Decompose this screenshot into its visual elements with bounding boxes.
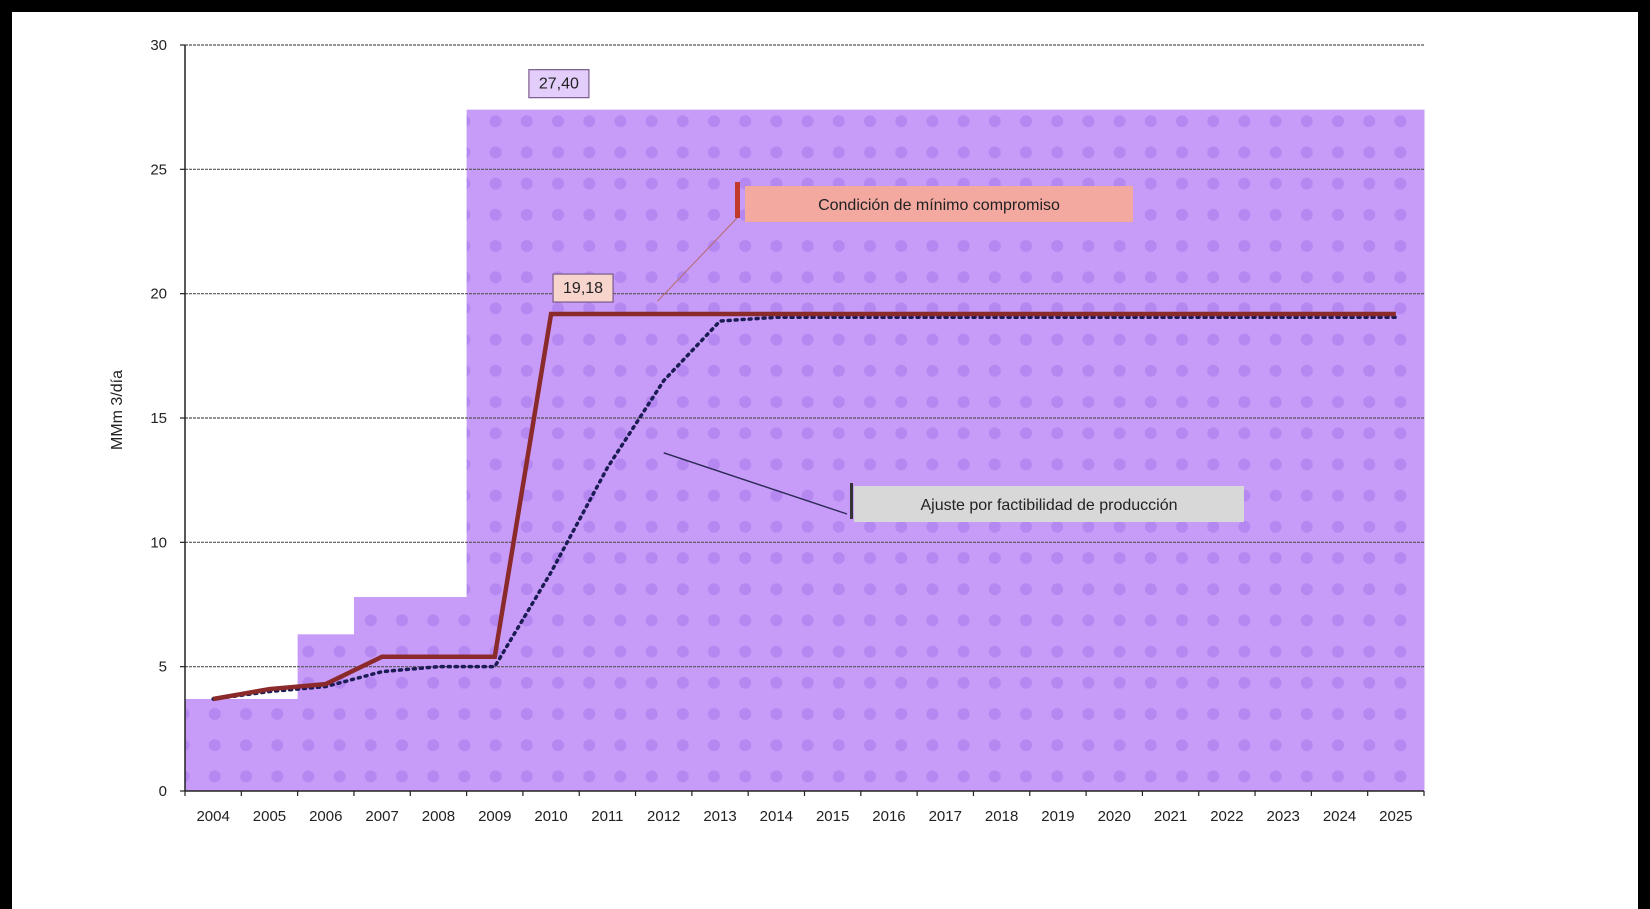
x-tick-label: 2024 [1323, 808, 1356, 825]
band-step [579, 109, 637, 792]
band-step [691, 109, 749, 792]
value-label-band-max: 27,40 [528, 69, 590, 99]
grid-lines [185, 44, 1424, 668]
x-tick-label: 2007 [365, 808, 398, 825]
band-step [410, 597, 468, 791]
band-step [297, 634, 355, 791]
callout-adjustment-box [854, 486, 1244, 522]
x-tick-label: 2014 [760, 808, 793, 825]
x-tick-label: 2023 [1267, 808, 1300, 825]
callout-commitment-box [745, 186, 1133, 222]
callout-adjustment-text: Ajuste por factibilidad de producción [920, 497, 1177, 514]
band-step [241, 698, 299, 791]
band-step [185, 698, 242, 791]
series-line-adjustment [211, 315, 1398, 701]
x-tick-label: 2012 [647, 808, 680, 825]
value-label-commitment-box [552, 273, 614, 303]
x-tick-label: 2013 [703, 808, 736, 825]
x-tick-label: 2006 [309, 808, 342, 825]
band-step [1029, 109, 1087, 792]
x-tick-label: 2009 [478, 808, 511, 825]
callout-adjustment-marker [850, 483, 853, 519]
callout-commitment: Condición de mínimo compromiso [657, 182, 1133, 302]
band-step [860, 109, 918, 792]
x-tick-label: 2011 [591, 808, 623, 825]
x-tick-label: 2018 [985, 808, 1018, 825]
y-axis-title: MMm 3/día [109, 370, 126, 450]
x-tick-label: 2022 [1210, 808, 1243, 825]
band-step [522, 109, 580, 792]
band-step [804, 109, 862, 792]
band-step [1198, 109, 1256, 792]
band-step [353, 597, 411, 791]
band-step [748, 109, 805, 792]
y-tick-label: 15 [150, 410, 167, 427]
band-step [466, 109, 524, 792]
callout-adjustment-leader [663, 452, 848, 515]
callout-commitment-leader [657, 216, 739, 302]
y-tick-label: 30 [150, 37, 167, 54]
x-tick-label: 2019 [1041, 808, 1074, 825]
band-step [1142, 109, 1200, 792]
x-tick-label: 2015 [816, 808, 849, 825]
callout-commitment-marker [735, 182, 740, 218]
x-tick-label: 2020 [1098, 808, 1131, 825]
annotations: 27,40 19,18 Condición de mínimo compromiso… [528, 69, 1244, 522]
x-tick-label: 2021 [1154, 808, 1187, 825]
band-step [1311, 109, 1369, 792]
series-lines [211, 311, 1398, 702]
value-label-band-max-text: 27,40 [539, 76, 579, 93]
x-tick-label: 2008 [422, 808, 455, 825]
y-tick-label: 20 [150, 286, 167, 303]
y-tick-label: 5 [159, 659, 167, 676]
value-label-commitment: 19,18 [552, 273, 614, 303]
band-step [1255, 109, 1312, 792]
y-tick-label: 25 [150, 161, 167, 178]
y-tick-label: 0 [159, 783, 167, 800]
x-tick-label: 2005 [253, 808, 286, 825]
capacity-band [185, 109, 1425, 792]
callout-adjustment: Ajuste por factibilidad de producción [663, 452, 1244, 522]
band-step [1086, 109, 1143, 792]
value-label-band-max-box [528, 69, 590, 99]
y-tick-label: 10 [150, 534, 167, 551]
band-step [635, 109, 693, 792]
callout-commitment-text: Condición de mínimo compromiso [818, 197, 1060, 214]
series-line-commitment [212, 311, 1396, 702]
value-label-commitment-text: 19,18 [563, 280, 603, 297]
band-step [1367, 109, 1425, 792]
band-step [973, 109, 1031, 792]
x-tick-label: 2016 [872, 808, 905, 825]
x-tick-label: 2010 [534, 808, 567, 825]
x-tick-label: 2004 [196, 808, 229, 825]
x-tick-label: 2025 [1379, 808, 1412, 825]
x-tick-label: 2017 [929, 808, 962, 825]
band-step [917, 109, 974, 792]
